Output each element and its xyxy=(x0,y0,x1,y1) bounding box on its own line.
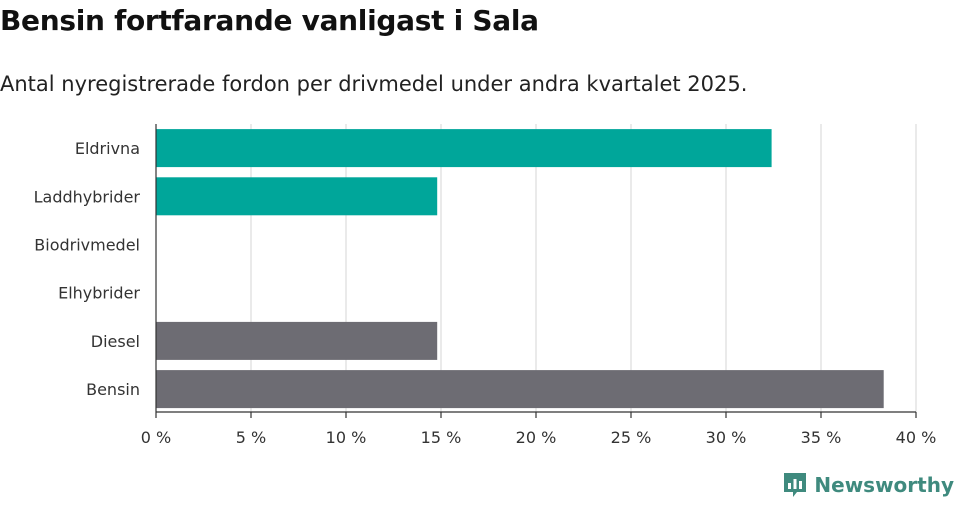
category-label: Eldrivna xyxy=(75,139,140,158)
chart-subtitle: Antal nyregistrerade fordon per drivmede… xyxy=(0,72,748,96)
category-label: Bensin xyxy=(86,380,140,399)
x-tick-label: 5 % xyxy=(236,428,266,447)
x-tick-label: 20 % xyxy=(516,428,557,447)
newsworthy-logo-text: Newsworthy xyxy=(814,473,954,497)
chart-title: Bensin fortfarande vanligast i Sala xyxy=(0,4,539,37)
category-label: Elhybrider xyxy=(58,284,140,303)
bar xyxy=(156,129,772,168)
category-label: Laddhybrider xyxy=(34,187,141,206)
x-tick-label: 35 % xyxy=(801,428,842,447)
x-tick-label: 40 % xyxy=(896,428,937,447)
x-tick-label: 15 % xyxy=(421,428,462,447)
newsworthy-logo-icon xyxy=(784,473,807,497)
bar xyxy=(156,321,438,360)
x-tick-label: 30 % xyxy=(706,428,747,447)
x-tick-label: 0 % xyxy=(141,428,171,447)
bar xyxy=(156,177,438,216)
x-tick-label: 25 % xyxy=(611,428,652,447)
category-label: Biodrivmedel xyxy=(34,236,140,255)
newsworthy-logo: Newsworthy xyxy=(782,471,954,499)
x-tick-label: 10 % xyxy=(326,428,367,447)
bar-chart: Eldrivna Laddhybrider Biodrivmedel Elhybrid… xyxy=(34,124,937,447)
category-label: Diesel xyxy=(91,332,140,351)
bar xyxy=(156,370,884,409)
